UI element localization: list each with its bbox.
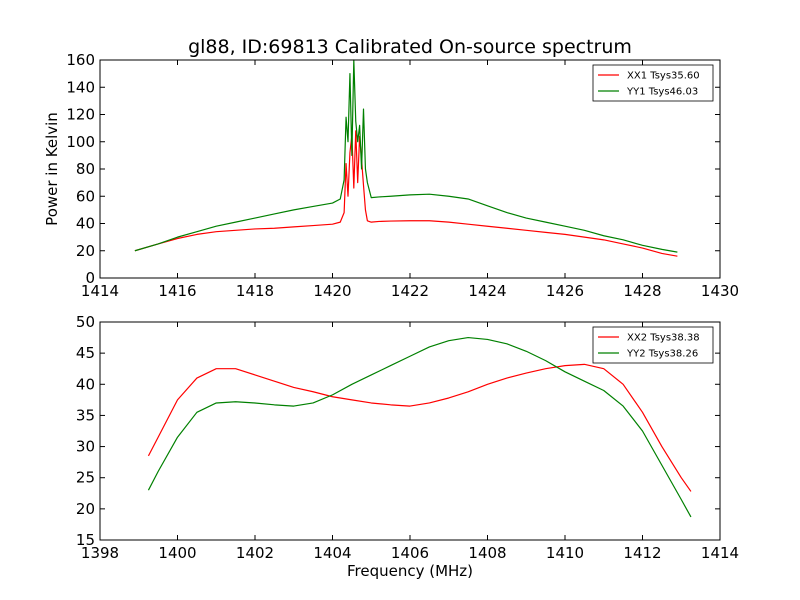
x-tick-label: 1418 xyxy=(236,282,274,300)
y-axis-label: Power in Kelvin xyxy=(43,112,61,226)
legend-label: YY2 Tsys38.26 xyxy=(626,349,698,360)
plots-container: 1414 1416 1418 1420 1422 1424 1426 1428 1430 0 20 4… xyxy=(43,51,739,580)
y-tick-label: 100 xyxy=(66,133,95,151)
x-tick-label: 1410 xyxy=(546,544,584,562)
x-tick-label: 1408 xyxy=(468,544,506,562)
y-tick-label: 120 xyxy=(66,106,95,124)
x-tick-label: 1426 xyxy=(546,282,584,300)
x-tick-label: 1398 xyxy=(81,544,119,562)
y-tick-label: 80 xyxy=(76,160,95,178)
chart-panel-1: 1414 1416 1418 1420 1422 1424 1426 1428 1430 0 20 4… xyxy=(43,51,739,300)
y-tick-label: 50 xyxy=(76,313,95,331)
y-tick-label: 140 xyxy=(66,78,95,96)
x-tick-label: 1414 xyxy=(701,544,739,562)
x-tick-label: 1428 xyxy=(623,282,661,300)
x-tick-label: 1422 xyxy=(391,282,429,300)
y-tick-label: 25 xyxy=(76,469,95,487)
y-tick-label: 30 xyxy=(76,438,95,456)
y-tick-label: 20 xyxy=(76,242,95,260)
series-line-2-1 xyxy=(147,363,692,492)
x-tick-label: 1414 xyxy=(81,282,119,300)
x-tick-label: 1412 xyxy=(623,544,661,562)
legend-label: XX1 Tsys35.60 xyxy=(627,71,700,82)
x-tick-label: 1420 xyxy=(313,282,351,300)
x-tick-label: 1406 xyxy=(391,544,429,562)
x-tick-label: 1416 xyxy=(158,282,196,300)
series-line-1-2 xyxy=(134,59,678,253)
legend-1: XX1 Tsys35.60 YY1 Tsys46.03 xyxy=(592,64,714,102)
legend-box xyxy=(592,326,714,364)
x-tick-label: 1404 xyxy=(313,544,351,562)
y-tick-label: 40 xyxy=(76,375,95,393)
x-tick-label: 1400 xyxy=(158,544,196,562)
figure-title: gl88, ID:69813 Calibrated On-source spec… xyxy=(188,36,632,58)
y-tick-label: 60 xyxy=(76,187,95,205)
legend-label: YY1 Tsys46.03 xyxy=(626,87,698,98)
x-tick-label: 1424 xyxy=(468,282,506,300)
y-tick-label: 40 xyxy=(76,215,95,233)
y-tick-label: 15 xyxy=(76,531,95,549)
legend-label: XX2 Tsys38.38 xyxy=(627,333,700,344)
legend-box xyxy=(592,64,714,102)
legend-2: XX2 Tsys38.38 YY2 Tsys38.26 xyxy=(592,326,714,364)
series-line-2-2 xyxy=(147,336,692,518)
y-tick-label: 35 xyxy=(76,406,95,424)
chart-panel-2: 1398 1400 1402 1404 1406 1408 1410 1412 1414 15 20… xyxy=(76,313,739,580)
y-tick-label: 0 xyxy=(85,269,95,287)
y-tick-label: 45 xyxy=(76,344,95,362)
x-axis-label: Frequency (MHz) xyxy=(347,562,473,580)
y-tick-label: 160 xyxy=(66,51,95,69)
x-tick-label: 1402 xyxy=(236,544,274,562)
y-tick-label: 20 xyxy=(76,500,95,518)
x-tick-label: 1430 xyxy=(701,282,739,300)
